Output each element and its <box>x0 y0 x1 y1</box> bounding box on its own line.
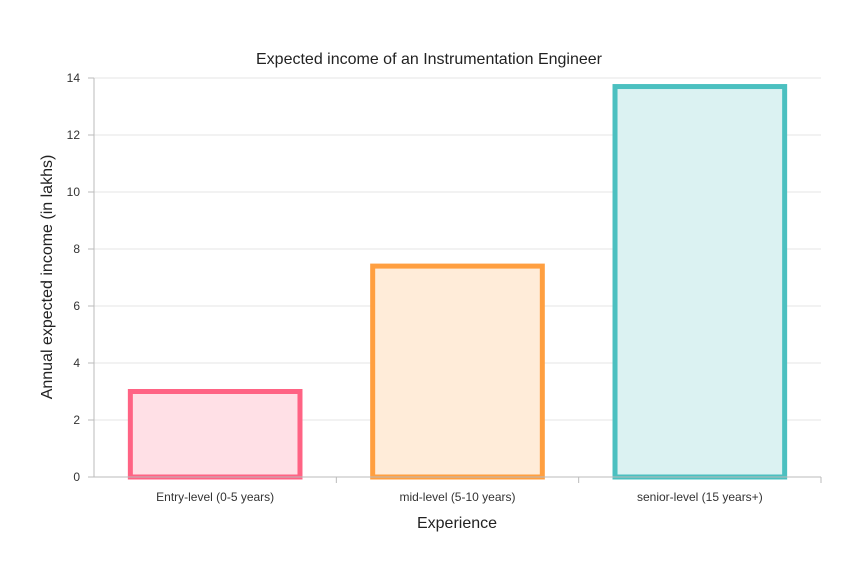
y-tick-label: 6 <box>73 299 80 313</box>
chart-title: Expected income of an Instrumentation En… <box>256 51 603 68</box>
x-tick-label: mid-level (5-10 years) <box>399 490 515 504</box>
bar-1 <box>127 389 303 480</box>
y-tick-label: 14 <box>67 71 81 85</box>
bar-3 <box>612 84 788 480</box>
y-axis-ticks: 0 2 4 6 8 10 12 14 <box>67 71 94 484</box>
y-axis-title: Annual expected income (in lakhs) <box>39 155 56 400</box>
bar-2 <box>370 263 545 480</box>
y-tick-label: 12 <box>67 128 81 142</box>
x-tick-label: senior-level (15 years+) <box>637 490 763 504</box>
y-tick-label: 8 <box>73 242 80 256</box>
y-tick-label: 4 <box>73 356 80 370</box>
bars <box>127 84 788 480</box>
x-axis-ticks: Entry-level (0-5 years) mid-level (5-10 y… <box>156 477 822 504</box>
x-axis-title: Experience <box>417 515 497 532</box>
y-tick-label: 0 <box>73 470 80 484</box>
y-tick-label: 2 <box>73 413 80 427</box>
x-tick-label: Entry-level (0-5 years) <box>156 490 274 504</box>
y-tick-label: 10 <box>67 185 81 199</box>
